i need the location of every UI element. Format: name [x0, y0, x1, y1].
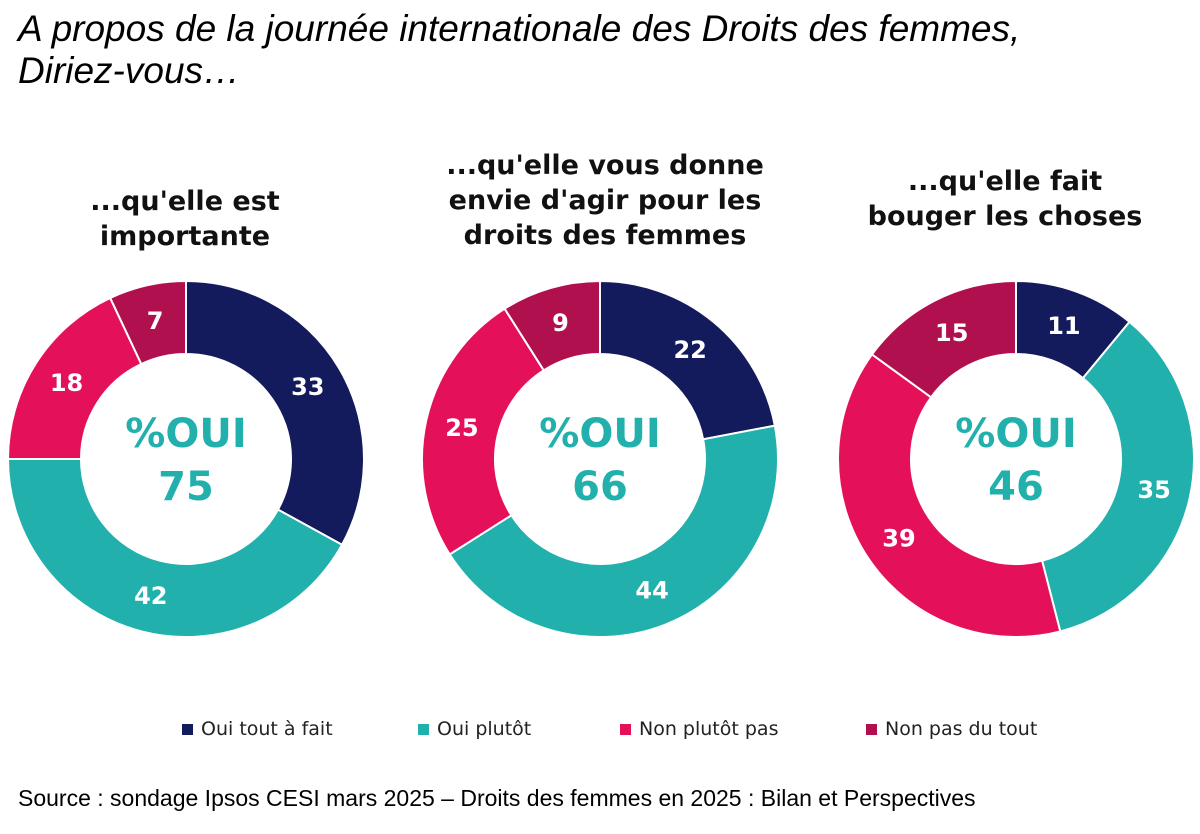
donut-1-center-value: 75: [158, 464, 214, 510]
donut-2-segment-non-pas-du-tout: [503, 279, 601, 372]
chart-title-bouger: ...qu'elle fait bouger les choses: [867, 166, 1143, 232]
donut-2-value-label-non-pas-du-tout: 9: [552, 309, 569, 337]
legend-label: Oui plutôt: [437, 718, 532, 740]
legend-item-oui-plutot: Oui plutôt: [418, 718, 531, 740]
legend-swatch: [620, 723, 631, 735]
donut-2-segment-oui-plutot: [448, 424, 779, 638]
donut-1-segment-oui-plutot: [6, 458, 344, 638]
page-title-line1: A propos de la journée internationale de…: [18, 8, 1021, 49]
donut-3-value-label-non-plutot-pas: 39: [882, 525, 915, 553]
legend-label: Non plutôt pas: [639, 718, 779, 740]
donut-2-value-label-oui-plutot: 44: [635, 577, 668, 605]
legend-label: Oui tout à fait: [201, 718, 333, 740]
donut-1-segment-non-pas-du-tout: [108, 279, 187, 366]
donut-2-center-label: %OUI: [539, 411, 660, 457]
donut-1-center-label: %OUI: [125, 411, 246, 457]
donut-1-segment-oui-tout-a-fait: [185, 279, 365, 547]
donut-3-segment-oui-plutot: [1040, 320, 1195, 633]
legend-label: Non pas du tout: [885, 718, 1038, 740]
chart-title-envie-agir: ...qu'elle vous donne envie d'agir pour …: [446, 150, 764, 251]
page-title-line2: Diriez-vous…: [18, 50, 241, 91]
donut-3-value-label-non-pas-du-tout: 15: [935, 319, 968, 347]
donut-1-value-label-non-plutot-pas: 18: [50, 369, 83, 397]
donut-2-segment-non-plutot-pas: [421, 307, 546, 556]
donut-2-center-value: 66: [572, 464, 628, 510]
chart-title-importante: ...qu'elle est importante: [90, 186, 280, 252]
legend-swatch: [866, 723, 877, 735]
page-title: A propos de la journée internationale de…: [18, 8, 1188, 92]
legend-item-non-plutot-pas: Non plutôt pas: [620, 718, 778, 740]
donut-2-value-label-non-plutot-pas: 25: [445, 414, 478, 442]
legend-swatch: [418, 723, 429, 735]
legend-item-non-pas-du-tout: Non pas du tout: [866, 718, 1037, 740]
donut-3-center-value: 46: [988, 464, 1044, 510]
donut-1-value-label-oui-plutot: 42: [134, 582, 167, 610]
donut-3-segment-non-plutot-pas: [837, 352, 1062, 638]
donut-3-value-label-oui-plutot: 35: [1137, 476, 1170, 504]
donut-1-segment-non-plutot-pas: [6, 296, 143, 460]
source-note: Source : sondage Ipsos CESI mars 2025 – …: [18, 785, 976, 811]
donut-2-segment-oui-tout-a-fait: [599, 279, 777, 441]
donut-1-value-label-non-pas-du-tout: 7: [147, 307, 164, 335]
legend: Oui tout à fait Oui plutôt Non plutôt pa…: [0, 718, 1200, 748]
legend-item-oui-tout-a-fait: Oui tout à fait: [182, 718, 333, 740]
donut-3-center-label: %OUI: [955, 411, 1076, 457]
donut-3-value-label-oui-tout-a-fait: 11: [1047, 312, 1080, 340]
legend-swatch: [182, 723, 193, 735]
donut-3-segment-non-pas-du-tout: [870, 279, 1017, 399]
donut-1-value-label-oui-tout-a-fait: 33: [291, 373, 324, 401]
donut-2-value-label-oui-tout-a-fait: 22: [673, 336, 706, 364]
